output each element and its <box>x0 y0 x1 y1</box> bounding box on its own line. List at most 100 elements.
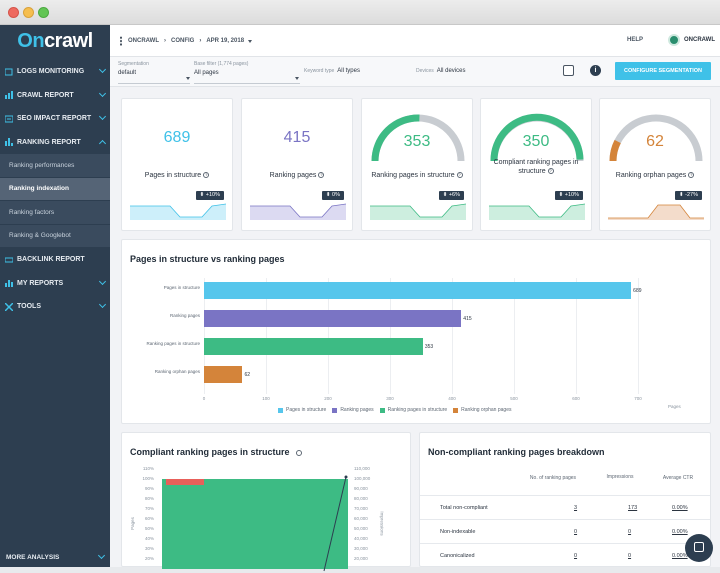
header-ranking-pages[interactable]: No. of ranking pages <box>529 475 577 481</box>
row-pages[interactable]: 3 <box>574 505 578 511</box>
legend-label[interactable]: Ranking pages <box>340 407 374 413</box>
y-left-tick-label: 80% <box>144 496 154 501</box>
account-menu[interactable]: ONCRAWL <box>668 34 715 46</box>
breadcrumb-config[interactable]: CONFIG <box>171 38 195 44</box>
sidebar-item-my-reports[interactable]: MY REPORTS <box>0 272 110 296</box>
select-underline <box>118 83 190 84</box>
kpi-card[interactable]: 689 Pages in structure? ⬍ +10% <box>121 98 233 231</box>
row-label: Total non-compliant <box>440 505 488 511</box>
bar[interactable] <box>204 338 423 355</box>
row-impressions[interactable]: 0 <box>628 553 632 559</box>
help-link[interactable]: HELP <box>627 37 644 43</box>
row-pages[interactable]: 0 <box>574 553 578 559</box>
grid-line <box>204 278 205 394</box>
sparkline-line <box>130 203 226 218</box>
row-ctr[interactable]: 0.00% <box>672 553 688 559</box>
row-impressions[interactable]: 0 <box>628 529 632 535</box>
trend-badge: ⬍ +10% <box>195 191 224 200</box>
kpi-value: 350 <box>522 133 550 150</box>
sparkline-area <box>489 204 585 220</box>
sidebar-item-ranking-factors[interactable]: Ranking factors <box>0 201 110 225</box>
crawl-icon <box>5 91 13 100</box>
bar[interactable] <box>204 366 243 383</box>
sidebar-item-crawl-report[interactable]: CRAWL REPORT <box>0 84 110 108</box>
header-impressions[interactable]: Impressions <box>606 474 634 480</box>
close-window-button[interactable] <box>8 7 19 18</box>
grid-line <box>328 278 329 394</box>
sparkline <box>250 203 346 220</box>
bar[interactable] <box>204 282 632 299</box>
sparkline <box>370 203 466 220</box>
breadcrumb-project[interactable]: ONCRAWL <box>128 38 159 44</box>
kpi-label-row: Ranking pages? <box>242 171 352 180</box>
row-impressions[interactable]: 173 <box>628 505 638 511</box>
bar-chart-card: Pages in structure vs ranking pages 0 100… <box>121 239 711 424</box>
chat-launcher-button[interactable] <box>685 534 713 562</box>
header-average-ctr[interactable]: Average CTR <box>662 475 694 481</box>
more-analysis-button[interactable]: MORE ANALYSIS <box>0 547 110 567</box>
bar[interactable] <box>204 310 462 327</box>
base-filter-label: Base filter (1,774 pages) <box>194 61 249 67</box>
sidebar-item-label: RANKING REPORT <box>17 138 81 146</box>
sidebar-item-label: MY REPORTS <box>17 279 64 287</box>
legend-label[interactable]: Ranking pages in structure <box>387 407 448 413</box>
sidebar-item-ranking-googlebot[interactable]: Ranking & Googlebot <box>0 224 110 248</box>
kpi-label-row: Pages in structure? <box>122 171 232 180</box>
legend-label[interactable]: Pages in structure <box>286 407 327 413</box>
row-pages[interactable]: 0 <box>574 529 578 535</box>
table-row[interactable]: Total non-compliant 3 173 0.00% <box>420 495 710 519</box>
avatar <box>668 34 680 46</box>
non-compliant-area[interactable] <box>166 479 204 485</box>
help-icon[interactable]: ? <box>456 172 463 179</box>
table-row[interactable]: Non-indexable 0 0 0.00% <box>420 519 710 543</box>
legend-label[interactable]: Ranking orphan pages <box>461 407 512 413</box>
row-ctr[interactable]: 0.00% <box>672 505 688 511</box>
select-underline <box>194 83 300 84</box>
help-icon[interactable]: ? <box>547 168 554 175</box>
caret-down-icon[interactable] <box>248 39 253 43</box>
sidebar-item-ranking-performances[interactable]: Ranking performances <box>0 154 110 178</box>
legend-swatch <box>453 407 459 413</box>
sidebar-item-seo-impact-report[interactable]: SEO IMPACT REPORT <box>0 107 110 131</box>
sparkline-area <box>608 205 704 220</box>
breadcrumb-crawl-date[interactable]: APR 19, 2018 <box>206 38 245 44</box>
compliant-area[interactable] <box>162 479 348 569</box>
keyword-type-value: All types <box>337 68 360 74</box>
table-row[interactable]: Canonicalized 0 0 0.00% <box>420 543 710 567</box>
oncrawl-logo[interactable]: On crawl <box>0 25 110 57</box>
kpi-card[interactable]: 62 Ranking orphan pages? ⬍ -27% <box>599 98 711 231</box>
y-right-tick-label: 60,000 <box>354 516 368 521</box>
devices-filter[interactable]: Devices All devices <box>416 68 465 74</box>
image-export-icon[interactable] <box>563 65 574 76</box>
info-icon[interactable]: i <box>590 65 601 76</box>
configure-segmentation-button[interactable]: CONFIGURE SEGMENTATION <box>615 62 711 80</box>
help-icon[interactable] <box>296 449 303 456</box>
keyword-type-filter[interactable]: Keyword type All types <box>304 68 360 74</box>
sidebar-item-logs-monitoring[interactable]: LOGS MONITORING <box>0 60 110 84</box>
maximize-window-button[interactable] <box>38 7 49 18</box>
sidebar-item-backlink-report[interactable]: BACKLINK REPORT <box>0 248 110 272</box>
chevron-down-icon <box>98 89 107 97</box>
grid-line <box>638 278 639 394</box>
gauge-value-arc <box>490 113 584 162</box>
grid-line <box>266 278 267 394</box>
chevron-up-icon <box>98 139 107 147</box>
help-icon[interactable]: ? <box>318 172 325 179</box>
kpi-card[interactable]: 415 Ranking pages? ⬍ 0% <box>241 98 353 231</box>
kpi-card[interactable]: 353 Ranking pages in structure? ⬍ +6% <box>361 98 473 231</box>
segmentation-select[interactable]: Segmentation default <box>118 61 190 84</box>
sidebar-item-tools[interactable]: TOOLS <box>0 295 110 319</box>
kebab-menu-icon[interactable] <box>120 36 122 46</box>
x-axis-label: Pages <box>668 404 681 409</box>
kpi-card[interactable]: 350 Compliant ranking pages in structure?… <box>480 98 592 231</box>
minimize-window-button[interactable] <box>23 7 34 18</box>
sidebar-item-ranking-report[interactable]: RANKING REPORT <box>0 131 110 155</box>
kpi-label: Pages in structure <box>144 172 202 179</box>
row-ctr[interactable]: 0.00% <box>672 529 688 535</box>
help-icon[interactable]: ? <box>203 172 210 179</box>
base-filter-select[interactable]: Base filter (1,774 pages) All pages <box>194 61 300 84</box>
sidebar-item-ranking-indexation[interactable]: Ranking indexation <box>0 177 110 201</box>
help-icon[interactable]: ? <box>688 172 695 179</box>
chevron-right-icon: › <box>164 38 166 44</box>
